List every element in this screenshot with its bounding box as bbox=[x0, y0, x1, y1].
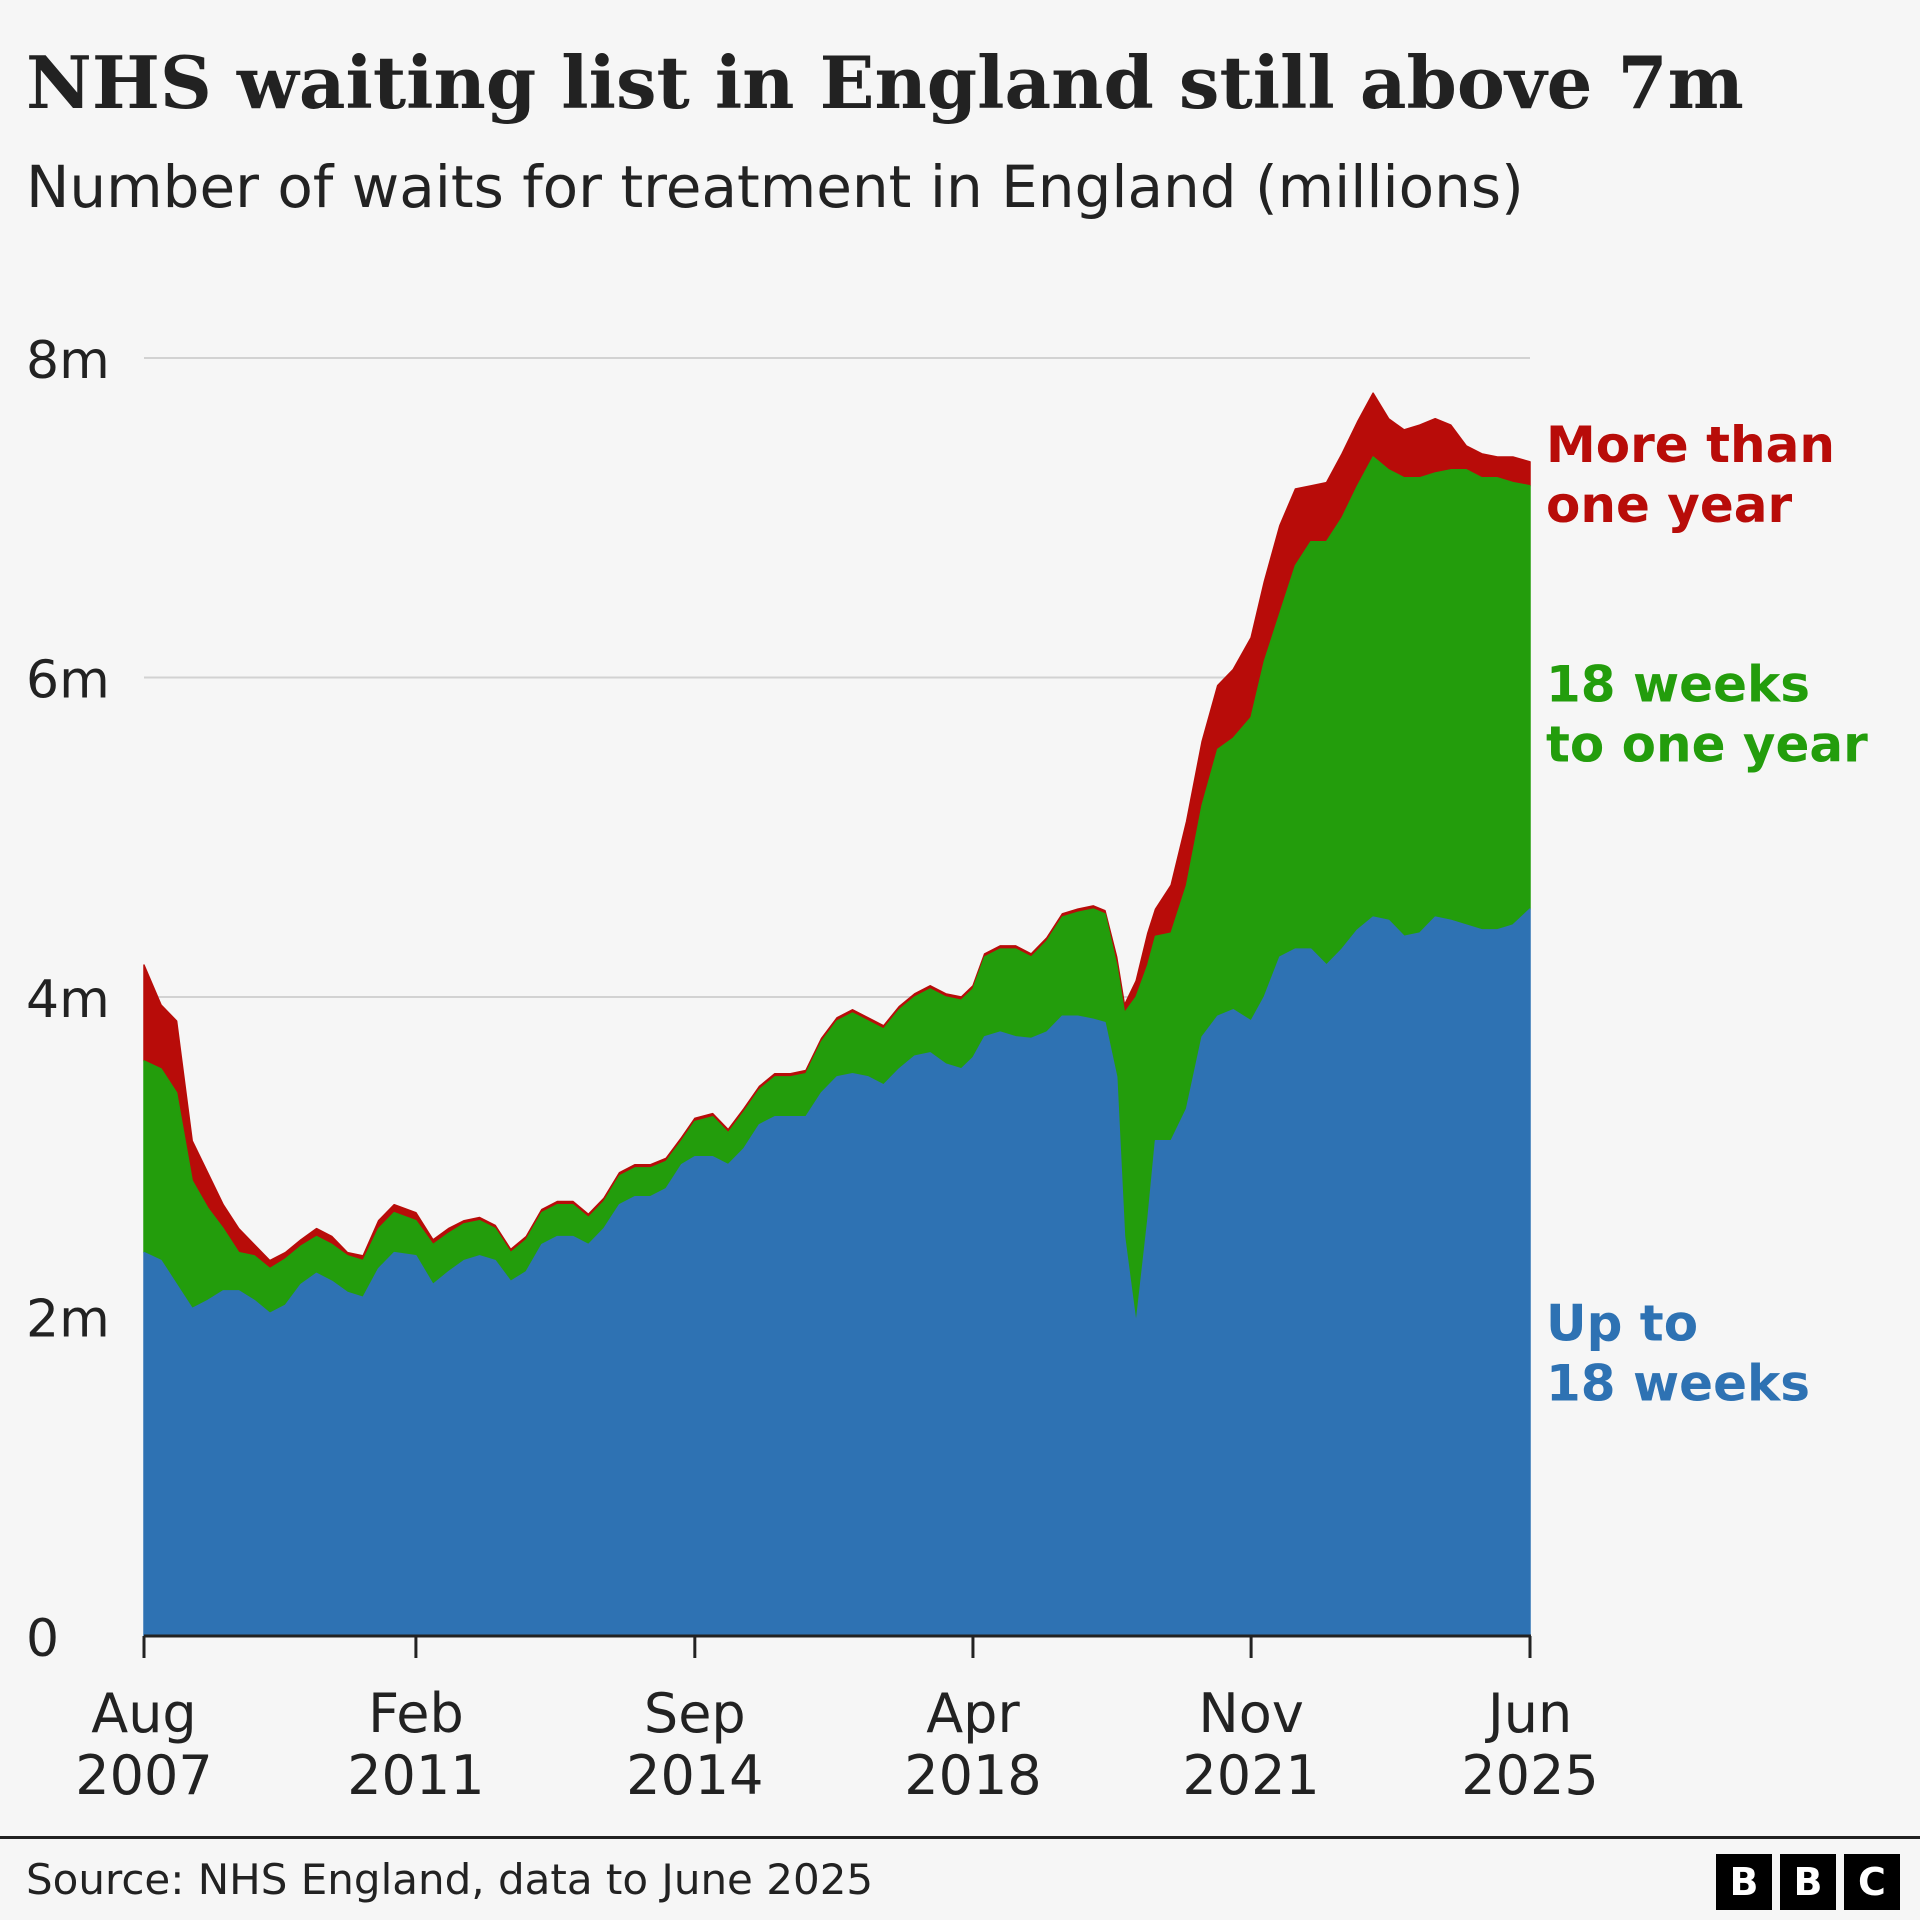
x-tick-label-2-1: 2014 bbox=[626, 1744, 763, 1807]
y-tick-label-2: 4m bbox=[26, 970, 110, 1030]
x-tick-label-5-1: 2025 bbox=[1461, 1744, 1598, 1807]
chart-title: NHS waiting list in England still above … bbox=[26, 40, 1744, 125]
area-up-to-18-weeks bbox=[143, 908, 1531, 1637]
y-tick-label-3: 6m bbox=[26, 651, 110, 711]
x-tick-label-4-0: Nov bbox=[1198, 1682, 1303, 1745]
series-label-up-to-18-weeks-0: Up to bbox=[1546, 1294, 1698, 1352]
x-tick-label-3-1: 2018 bbox=[904, 1744, 1041, 1807]
x-axis bbox=[142, 1634, 1532, 1658]
y-tick-label-0: 0 bbox=[26, 1609, 59, 1669]
source-note: Source: NHS England, data to June 2025 bbox=[26, 1855, 874, 1904]
x-tick-label-2-0: Sep bbox=[644, 1682, 746, 1745]
y-axis-labels: 0 2m 4m 6m 8m bbox=[26, 331, 110, 1669]
series-label-18-weeks-to-one-year-0: 18 weeks bbox=[1546, 655, 1810, 713]
bbc-logo-letter-3: C bbox=[1844, 1854, 1900, 1910]
series-label-more-than-one-year-0: More than bbox=[1546, 416, 1835, 474]
bbc-logo-letter-2: B bbox=[1780, 1854, 1836, 1910]
y-tick-label-4: 8m bbox=[26, 331, 110, 391]
series-label-18-weeks-to-one-year-1: to one year bbox=[1546, 715, 1868, 773]
x-tick-label-0-0: Aug bbox=[91, 1682, 196, 1745]
bbc-logo-letter-1: B bbox=[1716, 1854, 1772, 1910]
y-tick-label-1: 2m bbox=[26, 1290, 110, 1350]
x-tick-label-1-1: 2011 bbox=[347, 1744, 484, 1807]
series-label-more-than-one-year-1: one year bbox=[1546, 476, 1793, 534]
x-tick-label-0-1: 2007 bbox=[75, 1744, 212, 1807]
footer-divider bbox=[0, 1836, 1920, 1839]
chart-subtitle: Number of waits for treatment in England… bbox=[26, 153, 1524, 221]
x-tick-label-5-0: Jun bbox=[1485, 1682, 1572, 1745]
area-series bbox=[143, 392, 1531, 1637]
bbc-logo: B B C bbox=[1716, 1854, 1900, 1910]
x-tick-label-3-0: Apr bbox=[926, 1682, 1020, 1745]
x-tick-label-1-0: Feb bbox=[368, 1682, 464, 1745]
series-label-up-to-18-weeks-1: 18 weeks bbox=[1546, 1354, 1810, 1412]
x-tick-label-4-1: 2021 bbox=[1182, 1744, 1319, 1807]
